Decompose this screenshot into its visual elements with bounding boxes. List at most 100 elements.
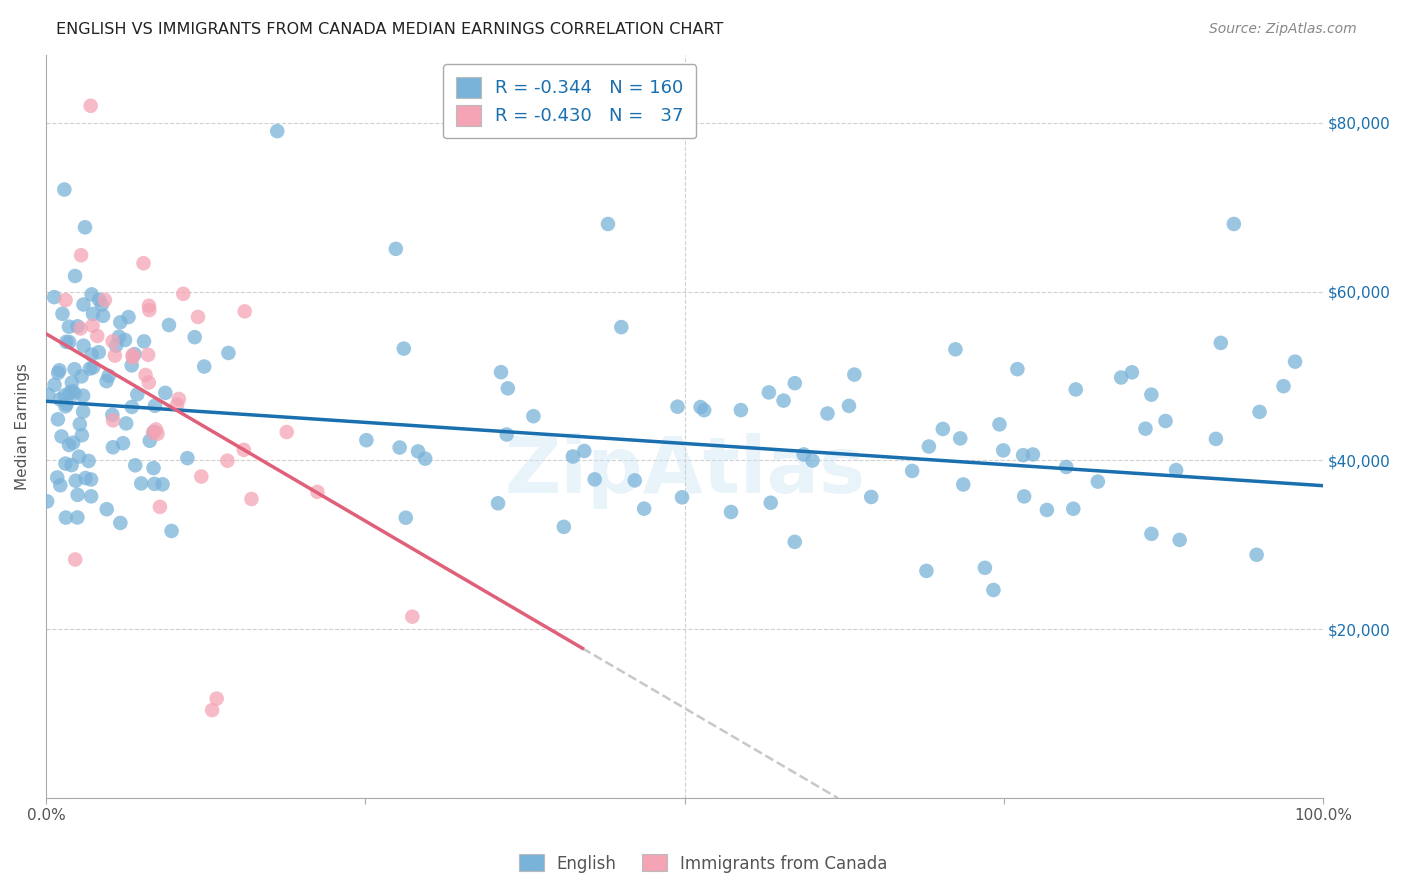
Point (96, 374, 118, 388)
Point (838, 399, 860, 413)
Point (495, 427, 517, 442)
Point (46, 412, 69, 426)
Point (124, 458, 146, 473)
Point (392, 342, 415, 356)
Point (53, 182, 76, 196)
Point (952, 477, 974, 491)
Point (1249, 405, 1271, 419)
Point (70, 369, 93, 384)
Point (79, 361, 101, 376)
Point (993, 443, 1015, 458)
Point (132, 334, 155, 349)
Point (60, 376, 83, 390)
Point (145, 422, 167, 436)
Point (157, 318, 180, 332)
Point (124, 347, 146, 361)
Point (62, 435, 84, 450)
Point (63, 552, 86, 566)
Point (759, 496, 782, 510)
Point (1140, 526, 1163, 541)
Point (110, 315, 132, 329)
Point (55, 457, 77, 471)
Point (58, 335, 80, 350)
Point (633, 501, 655, 516)
Point (108, 329, 131, 343)
Point (401, 609, 423, 624)
Point (142, 425, 165, 440)
Point (730, 403, 752, 417)
Point (139, 434, 162, 448)
Point (610, 320, 633, 334)
Point (193, 359, 215, 374)
Point (1284, 354, 1306, 368)
Point (844, 368, 866, 382)
Point (44, 290, 66, 304)
Point (58, 319, 80, 334)
Point (553, 520, 575, 534)
Point (55, 400, 77, 414)
Y-axis label: Median Earnings: Median Earnings (15, 363, 30, 490)
Point (66, 510, 89, 524)
Point (413, 451, 436, 466)
Point (489, 365, 512, 379)
Point (666, 400, 689, 414)
Point (96, 502, 118, 516)
Point (266, 124, 288, 138)
Point (1036, 503, 1059, 517)
Point (860, 490, 883, 504)
Point (55, 293, 77, 307)
Point (758, 385, 780, 400)
Point (783, 534, 806, 549)
Point (772, 393, 794, 408)
Point (72, 389, 94, 403)
Point (1007, 362, 1029, 376)
Point (1209, 335, 1232, 350)
Point (94, 293, 117, 307)
Legend: English, Immigrants from Canada: English, Immigrants from Canada (512, 847, 894, 880)
Point (149, 500, 172, 514)
Point (86, 329, 108, 343)
Point (60, 458, 83, 472)
Point (1135, 422, 1157, 436)
Point (55, 334, 77, 349)
Point (70, 248, 93, 262)
Point (190, 469, 212, 483)
Point (105, 338, 128, 352)
Point (66, 319, 89, 334)
Point (1022, 447, 1045, 461)
Point (1140, 387, 1163, 401)
Point (87, 345, 110, 359)
Point (1223, 217, 1246, 231)
Point (496, 381, 519, 395)
Point (574, 444, 596, 458)
Point (67, 450, 90, 464)
Point (82, 360, 104, 375)
Point (53, 388, 76, 402)
Point (49, 478, 72, 492)
Point (945, 343, 967, 357)
Point (172, 286, 194, 301)
Point (73, 220, 96, 235)
Point (217, 453, 239, 467)
Point (134, 368, 156, 382)
Point (101, 408, 124, 422)
Text: ENGLISH VS IMMIGRANTS FROM CANADA MEDIAN EARNINGS CORRELATION CHART: ENGLISH VS IMMIGRANTS FROM CANADA MEDIAN… (56, 22, 724, 37)
Point (143, 399, 166, 413)
Point (583, 472, 606, 486)
Point (132, 256, 155, 270)
Point (48, 363, 70, 377)
Point (59, 385, 82, 400)
Point (146, 426, 169, 441)
Point (522, 409, 544, 424)
Point (121, 359, 143, 373)
Point (101, 440, 124, 454)
Point (623, 474, 645, 488)
Point (693, 403, 716, 417)
Point (87, 293, 110, 307)
Point (974, 561, 997, 575)
Text: ZipAtlas: ZipAtlas (505, 434, 865, 509)
Point (160, 524, 183, 538)
Point (65, 474, 87, 488)
Point (1012, 489, 1035, 503)
Point (51, 429, 73, 443)
